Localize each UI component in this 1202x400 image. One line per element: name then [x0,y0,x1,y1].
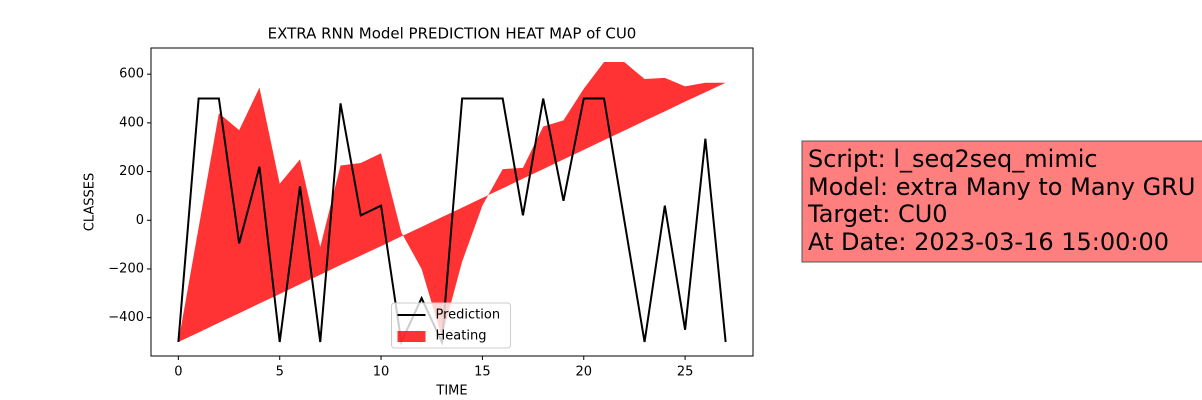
y-tick-label: −200 [108,261,144,276]
legend-label: Heating [436,329,487,344]
y-tick-label: 600 [119,67,144,82]
y-tick-label: 0 [136,213,144,228]
annotation-box: Script: l_seq2seq_mimic Model: extra Man… [801,140,1202,263]
x-tick-label: 5 [276,365,284,380]
x-tick-label: 20 [575,365,592,380]
y-axis-label: CLASSES [83,173,98,231]
x-axis-label: TIME [435,384,467,399]
x-tick-label: 0 [174,365,182,380]
y-tick-label: −400 [108,310,144,325]
x-tick-label: 25 [677,365,694,380]
annotation-background [801,140,1202,263]
legend-label: Prediction [436,308,501,323]
plot-frame [150,47,754,357]
annotation-line: At Date: 2023-03-16 15:00:00 [808,228,1169,256]
chart-title: EXTRA RNN Model PREDICTION HEAT MAP of C… [268,25,637,43]
legend-swatch [397,331,426,342]
heating-area [178,62,726,342]
annotation-line: Model: extra Many to Many GRU [808,173,1195,201]
x-tick-label: 15 [474,365,491,380]
prediction-line [177,97,727,346]
y-tick-label: 400 [119,115,144,130]
y-tick-label: 200 [119,164,144,179]
x-tick-label: 10 [373,365,390,380]
annotation-line: Target: CU0 [807,200,948,228]
annotation-line: Script: l_seq2seq_mimic [808,145,1098,173]
